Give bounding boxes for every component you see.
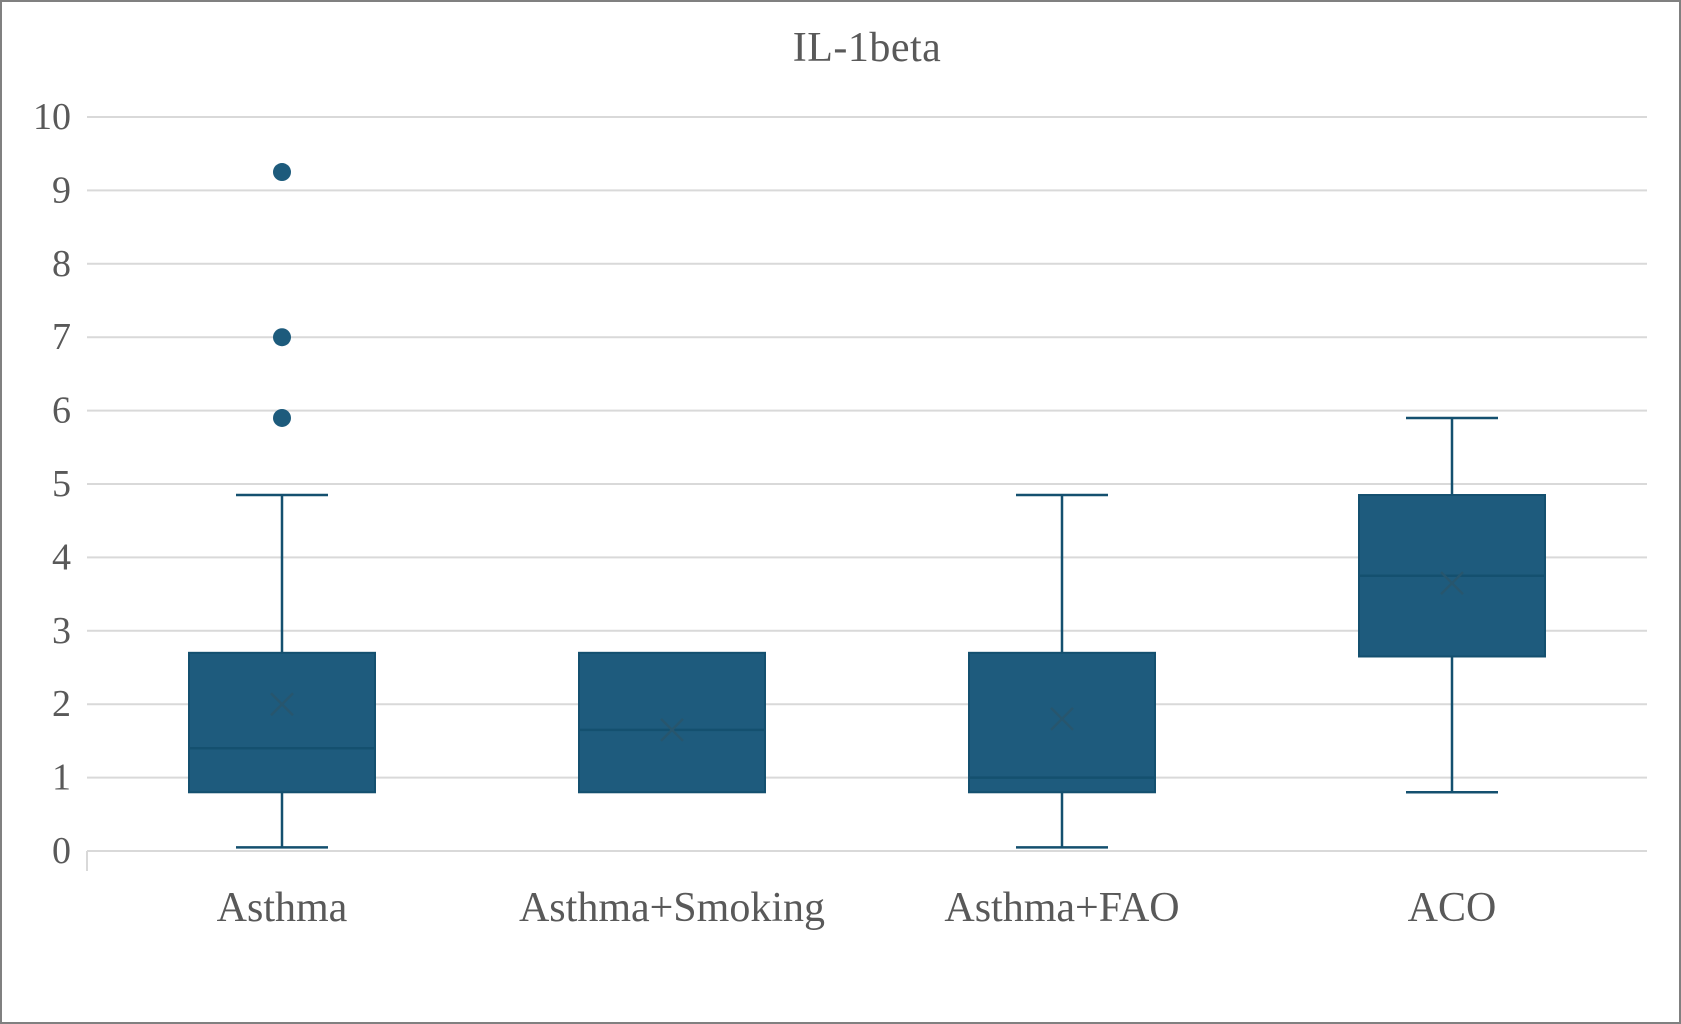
outlier-asthma-0 <box>273 408 291 427</box>
box-asthma <box>188 651 376 794</box>
y-tick-label-3: 3 <box>52 610 71 652</box>
outlier-asthma-2 <box>273 163 291 182</box>
mean-marker-asthma-cross <box>270 692 294 717</box>
y-tick-label-4: 4 <box>52 536 71 578</box>
x-category-label-aco: ACO <box>1408 885 1497 931</box>
y-tick-label-10: 10 <box>33 96 71 138</box>
box-asthma-fao <box>968 651 1156 794</box>
y-tick-label-0: 0 <box>52 830 71 872</box>
y-tick-label-9: 9 <box>52 169 71 211</box>
y-tick-label-1: 1 <box>52 757 71 799</box>
y-tick-label-6: 6 <box>52 390 71 432</box>
x-category-label-asthma: Asthma <box>217 885 348 931</box>
x-category-label-asthma-smoking: Asthma+Smoking <box>519 885 825 931</box>
y-tick-label-8: 8 <box>52 243 71 285</box>
y-tick-label-2: 2 <box>52 683 71 725</box>
mean-marker-asthma-smoking-cross <box>660 718 684 742</box>
chart-title: IL-1beta <box>792 25 942 71</box>
y-tick-label-7: 7 <box>52 316 71 358</box>
mean-marker-asthma-fao-cross <box>1050 706 1074 731</box>
box-asthma-smoking <box>578 651 766 794</box>
x-category-label-asthma-fao: Asthma+FAO <box>944 885 1179 931</box>
mean-marker-aco-cross <box>1440 571 1464 595</box>
outlier-asthma-1 <box>273 328 291 347</box>
y-tick-label-5: 5 <box>52 463 71 505</box>
